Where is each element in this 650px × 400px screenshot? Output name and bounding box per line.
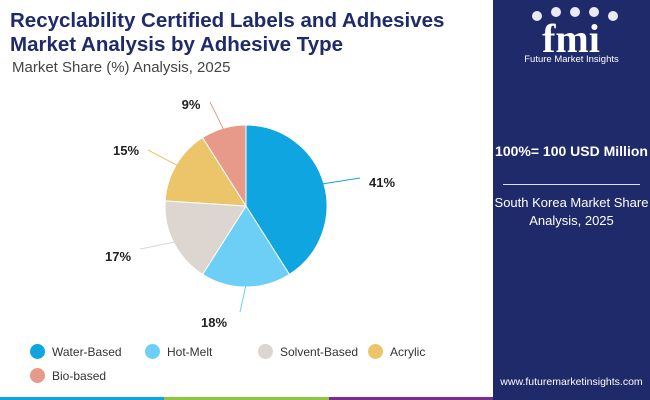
chart-subtitle: Market Share (%) Analysis, 2025 (12, 59, 231, 76)
region-label: South Korea Market Share Analysis, 2025 (494, 195, 649, 228)
divider (503, 184, 640, 185)
accent-bar-segment (0, 397, 165, 400)
total-value: 100%= 100 USD Million (495, 143, 648, 159)
legend-swatch (30, 368, 45, 383)
leader-line (321, 177, 361, 185)
leader-line (147, 149, 179, 167)
legend-label: Acrylic (390, 344, 426, 359)
pie-chart: 41% 18% 17% 15% 9% (105, 97, 395, 330)
website-link[interactable]: www.futuremarketinsights.com (500, 376, 643, 388)
legend-item: Bio-based (30, 368, 106, 383)
side-panel: fmi Future Market Insights 100%= 100 USD… (493, 0, 650, 400)
legend-swatch (30, 344, 45, 359)
logo-mark: fmi (542, 16, 600, 61)
pie-slice-solvent-based (164, 200, 247, 276)
legend-label: Bio-based (52, 368, 107, 383)
legend-label: Water-Based (52, 344, 122, 359)
chart-title: Recyclability Certified Labels and Adhes… (10, 9, 445, 56)
data-label: 41% (369, 175, 395, 190)
data-label: 9% (182, 97, 201, 112)
leader-line (139, 241, 176, 250)
legend-item: Solvent-Based (258, 344, 358, 359)
legend-item: Acrylic (368, 344, 425, 359)
leader-line (239, 284, 247, 313)
accent-bar-segment (328, 397, 493, 400)
data-label: 18% (201, 315, 227, 330)
fmi-logo-icon: fmi (532, 7, 618, 61)
brand-name: Future Market Insights (524, 54, 619, 65)
legend-swatch (145, 344, 160, 359)
legend-item: Water-Based (30, 344, 122, 359)
data-label: 17% (105, 249, 131, 264)
legend-swatch (368, 344, 383, 359)
legend-label: Hot-Melt (167, 344, 213, 359)
legend-label: Solvent-Based (280, 344, 359, 359)
legend-item: Hot-Melt (145, 344, 212, 359)
legend: Water-Based Hot-Melt Solvent-Based Acrylic B… (30, 344, 490, 388)
accent-bar-segment (164, 397, 329, 400)
data-label: 15% (113, 143, 139, 158)
legend-swatch (258, 344, 273, 359)
leader-line (209, 101, 225, 131)
